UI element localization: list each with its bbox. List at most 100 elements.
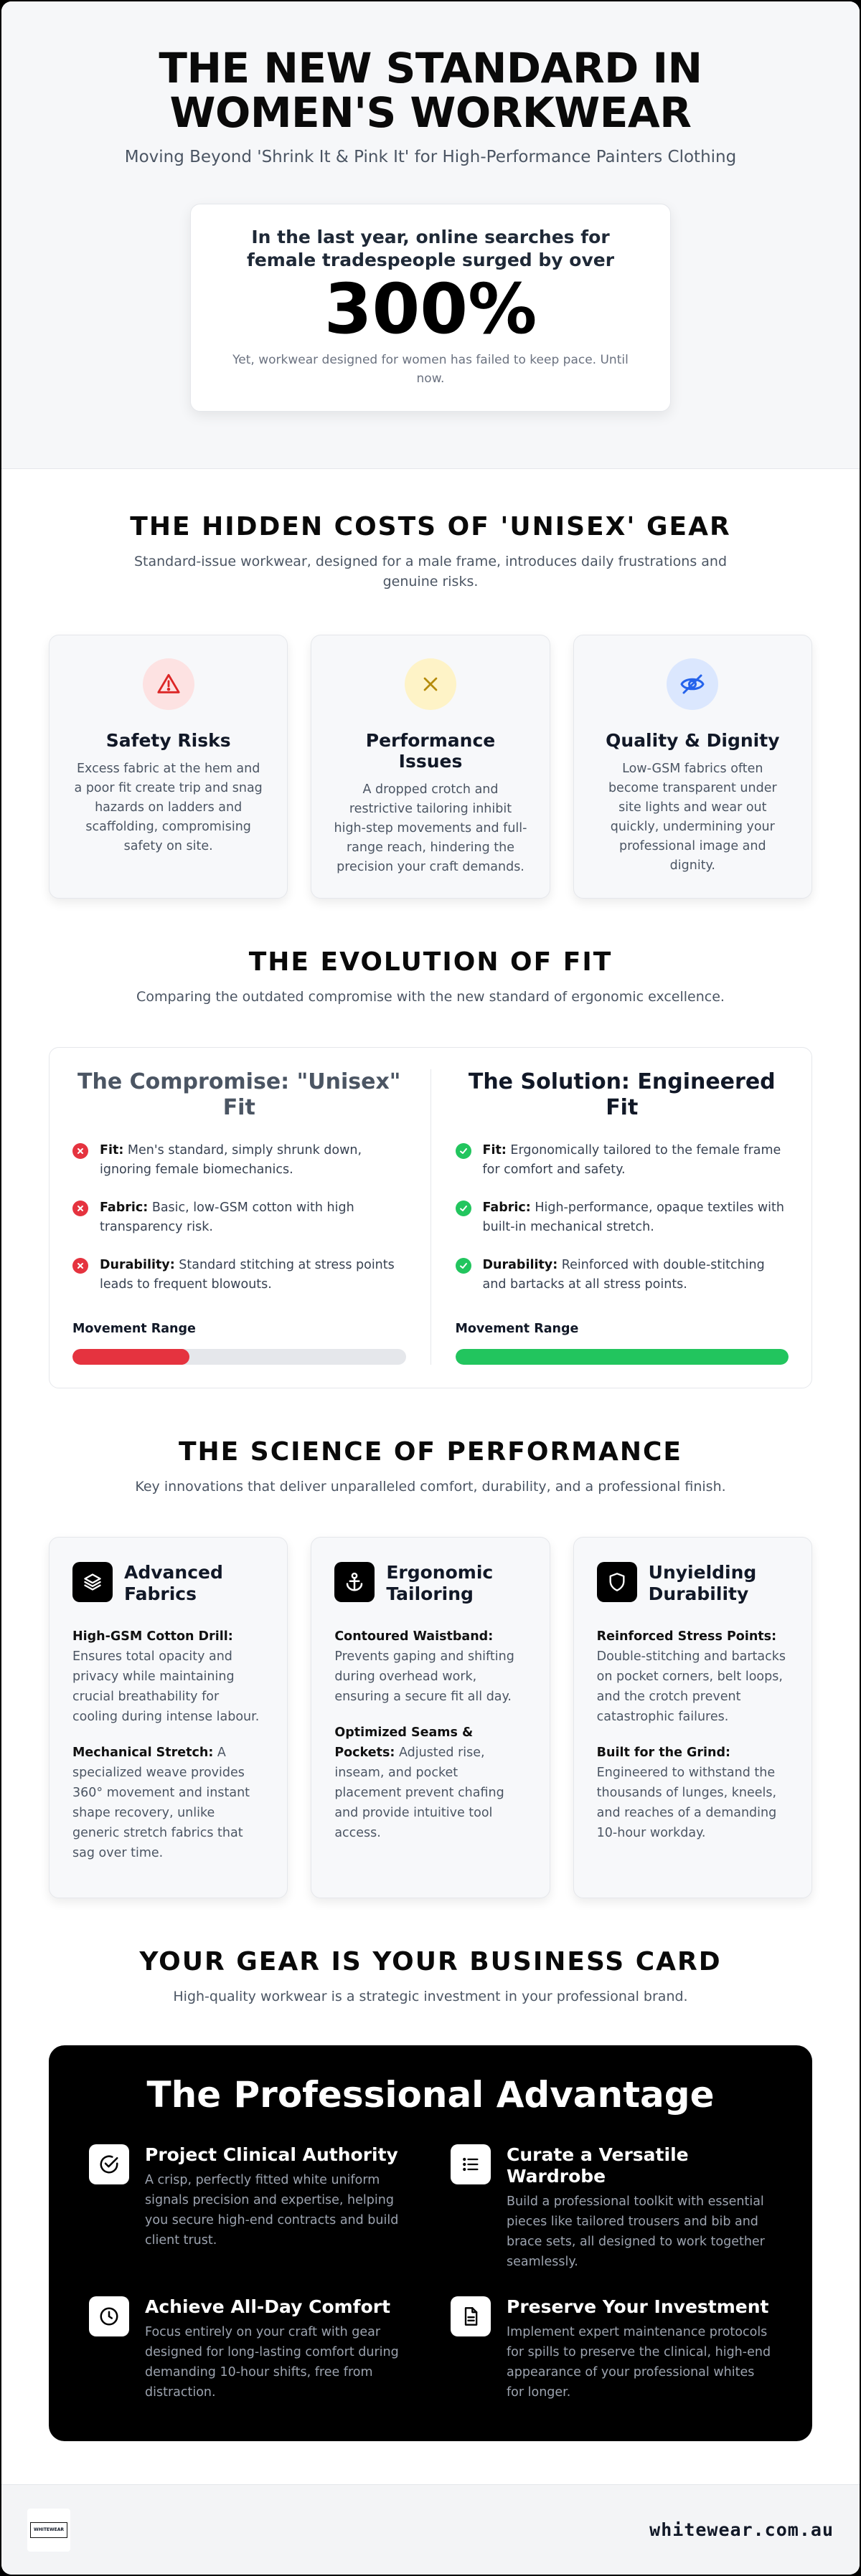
card-title: Performance Issues bbox=[365, 730, 496, 772]
x-circle-icon bbox=[72, 1201, 88, 1216]
advantage-title: Achieve All-Day Comfort bbox=[145, 2296, 391, 2317]
shield-icon bbox=[596, 1562, 637, 1602]
block-text: Adjusted rise, inseam, and pocket placem… bbox=[334, 1746, 504, 1840]
advantage-text: Focus entirely on your craft with gear d… bbox=[145, 2325, 399, 2400]
block-text: Prevents gaping and shifting during over… bbox=[334, 1649, 514, 1704]
item-label: Durability: bbox=[482, 1258, 558, 1272]
cost-card-performance: Performance Issues A dropped crotch and … bbox=[311, 635, 550, 899]
column-title: The Compromise: "Unisex" Fit bbox=[77, 1069, 401, 1120]
compromise-column: The Compromise: "Unisex" Fit Fit: Men's … bbox=[72, 1069, 431, 1365]
card-title: Advanced Fabrics bbox=[124, 1562, 223, 1604]
item-text: Standard stitching at stress points lead… bbox=[100, 1258, 395, 1292]
list-item: Fabric: High-performance, opaque textile… bbox=[455, 1198, 789, 1237]
block-text: Engineered to withstand the thousands of… bbox=[596, 1766, 777, 1840]
block-label: Mechanical Stretch: bbox=[72, 1746, 214, 1760]
x-icon bbox=[404, 658, 456, 710]
science-card-durability: Unyielding Durability Reinforced Stress … bbox=[573, 1537, 812, 1898]
card-title: Ergonomic Tailoring bbox=[386, 1562, 494, 1604]
hidden-costs-section: THE HIDDEN COSTS OF 'UNISEX' GEAR Standa… bbox=[1, 469, 860, 899]
stat-value: 300% bbox=[324, 269, 537, 349]
block-label: Built for the Grind: bbox=[596, 1746, 731, 1760]
block-text: Double-stitching and bartacks on pocket … bbox=[596, 1649, 786, 1724]
comparison-panel: The Compromise: "Unisex" Fit Fit: Men's … bbox=[49, 1047, 812, 1388]
item-text: Ergonomically tailored to the female fra… bbox=[482, 1143, 781, 1177]
item-text: High-performance, opaque textiles with b… bbox=[482, 1201, 784, 1234]
brand-logo[interactable]: WHITEWEAR bbox=[27, 2508, 70, 2552]
movement-range-label: Movement Range bbox=[455, 1322, 579, 1336]
evolution-section: THE EVOLUTION OF FIT Comparing the outda… bbox=[1, 899, 860, 1388]
document-icon bbox=[451, 2296, 491, 2336]
check-circle-icon bbox=[455, 1201, 471, 1216]
block-text: Ensures total opacity and privacy while … bbox=[72, 1649, 260, 1724]
card-title: Unyielding Durability bbox=[648, 1562, 757, 1604]
stat-lead: In the last year, online searches for fe… bbox=[246, 227, 615, 270]
card-text: Low-GSM fabrics often become transparent… bbox=[608, 762, 777, 873]
check-circle-icon bbox=[455, 1258, 471, 1274]
footer: WHITEWEAR whitewear.com.au bbox=[1, 2484, 860, 2575]
warning-triangle-icon bbox=[142, 658, 194, 710]
advantage-item: Preserve Your Investment Implement exper… bbox=[451, 2296, 772, 2402]
list-item: Fit: Ergonomically tailored to the femal… bbox=[455, 1141, 789, 1180]
advantage-title: Project Clinical Authority bbox=[145, 2144, 398, 2165]
item-text: Men's standard, simply shrunk down, igno… bbox=[100, 1143, 362, 1177]
advantage-item: Curate a Versatile Wardrobe Build a prof… bbox=[451, 2144, 772, 2272]
page-subtitle: Moving Beyond 'Shrink It & Pink It' for … bbox=[124, 148, 737, 166]
anchor-icon bbox=[334, 1562, 375, 1602]
science-card-tailoring: Ergonomic Tailoring Contoured Waistband:… bbox=[311, 1537, 550, 1898]
item-text: Reinforced with double-stitching and bar… bbox=[482, 1258, 765, 1292]
section-subtitle: Key innovations that deliver unparallele… bbox=[135, 1479, 726, 1495]
section-subtitle: High-quality workwear is a strategic inv… bbox=[173, 1989, 688, 2004]
advantage-text: Implement expert maintenance protocols f… bbox=[507, 2325, 771, 2400]
list-icon bbox=[451, 2144, 491, 2184]
eye-off-icon bbox=[667, 658, 719, 710]
movement-range-fill bbox=[72, 1349, 189, 1365]
block-label: Reinforced Stress Points: bbox=[596, 1629, 777, 1644]
cost-card-quality: Quality & Dignity Low-GSM fabrics often … bbox=[573, 635, 812, 899]
stat-card: In the last year, online searches for fe… bbox=[190, 204, 671, 412]
list-item: Fit: Men's standard, simply shrunk down,… bbox=[72, 1141, 406, 1180]
advantage-text: Build a professional toolkit with essent… bbox=[507, 2194, 765, 2269]
section-subtitle: Standard-issue workwear, designed for a … bbox=[133, 554, 728, 589]
page-title: THE NEW STANDARD IN WOMEN'S WORKWEAR bbox=[159, 44, 702, 137]
business-card-section: YOUR GEAR IS YOUR BUSINESS CARD High-qua… bbox=[1, 1898, 860, 2441]
item-label: Durability: bbox=[100, 1258, 175, 1272]
movement-range-fill bbox=[455, 1349, 789, 1365]
advantage-title: Curate a Versatile Wardrobe bbox=[507, 2144, 689, 2187]
website-link[interactable]: whitewear.com.au bbox=[649, 2519, 834, 2540]
item-label: Fabric: bbox=[100, 1201, 149, 1215]
list-item: Durability: Reinforced with double-stitc… bbox=[455, 1256, 789, 1294]
section-subtitle: Comparing the outdated compromise with t… bbox=[136, 989, 725, 1005]
logo-wordmark: WHITEWEAR bbox=[30, 2521, 67, 2538]
card-title: Quality & Dignity bbox=[606, 730, 780, 751]
professional-advantage-panel: The Professional Advantage Project Clini… bbox=[49, 2045, 812, 2441]
advantage-text: A crisp, perfectly fitted white uniform … bbox=[145, 2173, 399, 2248]
item-label: Fabric: bbox=[482, 1201, 531, 1215]
advantage-item: Achieve All-Day Comfort Focus entirely o… bbox=[89, 2296, 410, 2402]
science-card-fabrics: Advanced Fabrics High-GSM Cotton Drill: … bbox=[49, 1537, 288, 1898]
card-title: Safety Risks bbox=[105, 730, 231, 751]
science-section: THE SCIENCE OF PERFORMANCE Key innovatio… bbox=[1, 1388, 860, 1898]
solution-column: The Solution: Engineered Fit Fit: Ergono… bbox=[431, 1069, 789, 1365]
section-title: THE HIDDEN COSTS OF 'UNISEX' GEAR bbox=[130, 512, 731, 541]
card-text: Excess fabric at the hem and a poor fit … bbox=[74, 762, 263, 853]
block-text: A specialized weave provides 360° moveme… bbox=[72, 1746, 250, 1860]
x-circle-icon bbox=[72, 1258, 88, 1274]
section-title: YOUR GEAR IS YOUR BUSINESS CARD bbox=[139, 1947, 722, 1976]
x-circle-icon bbox=[72, 1143, 88, 1159]
check-circle-icon bbox=[455, 1143, 471, 1159]
layers-icon bbox=[72, 1562, 113, 1602]
item-label: Fit: bbox=[100, 1143, 124, 1157]
movement-range-bar bbox=[72, 1349, 406, 1365]
list-item: Durability: Standard stitching at stress… bbox=[72, 1256, 406, 1294]
advantage-title: Preserve Your Investment bbox=[507, 2296, 769, 2317]
block-label: Optimized Seams & Pockets: bbox=[334, 1725, 474, 1760]
movement-range-label: Movement Range bbox=[72, 1322, 196, 1336]
movement-range-bar bbox=[455, 1349, 789, 1365]
check-circle-icon bbox=[89, 2144, 129, 2184]
cost-card-safety: Safety Risks Excess fabric at the hem an… bbox=[49, 635, 288, 899]
column-title: The Solution: Engineered Fit bbox=[468, 1069, 776, 1120]
list-item: Fabric: Basic, low-GSM cotton with high … bbox=[72, 1198, 406, 1237]
advantage-item: Project Clinical Authority A crisp, perf… bbox=[89, 2144, 410, 2272]
clock-icon bbox=[89, 2296, 129, 2336]
